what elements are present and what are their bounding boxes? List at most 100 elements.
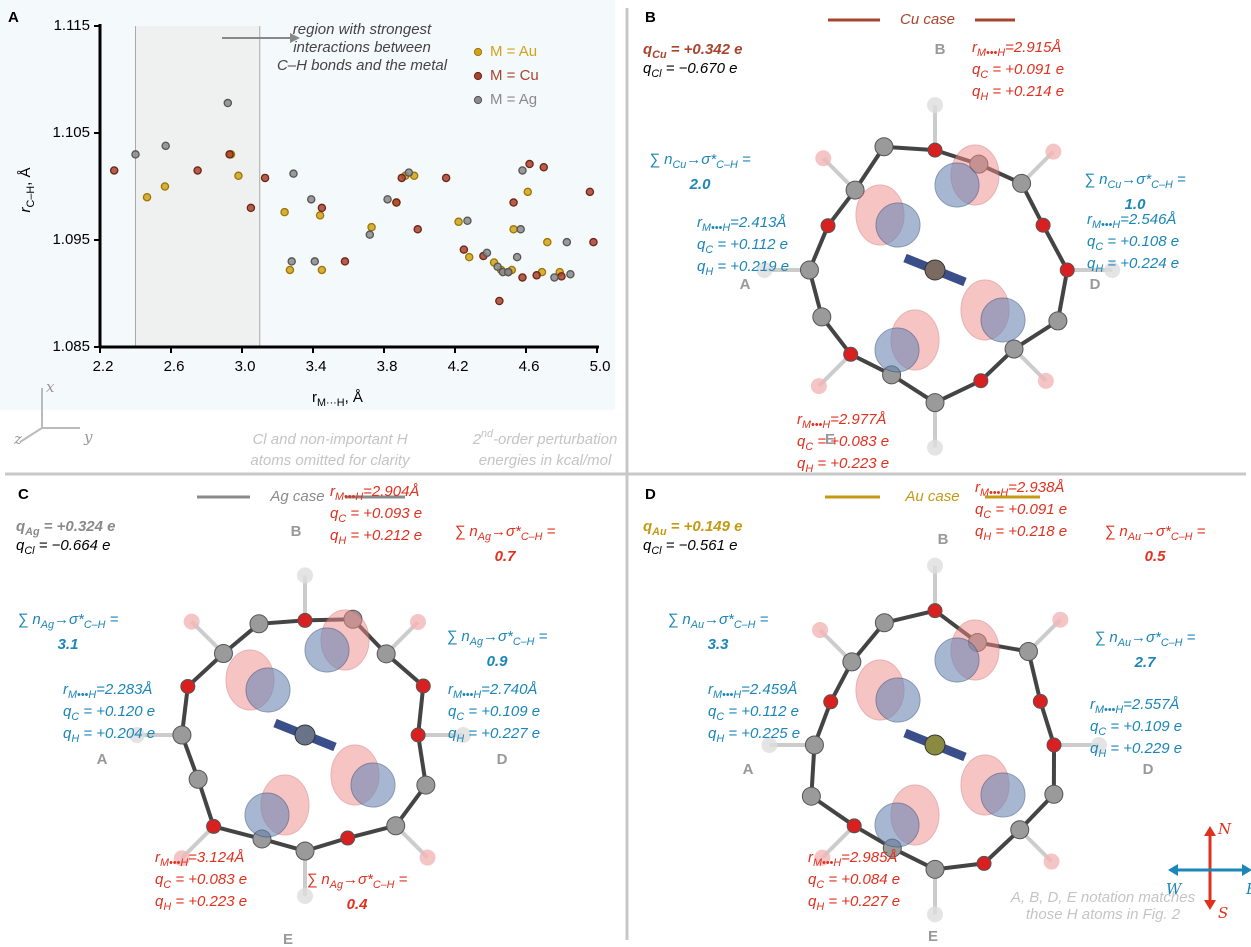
- bond-parameters-part: = +0.218 e: [991, 523, 1067, 540]
- bond-parameters-part: C: [716, 711, 724, 723]
- bond-parameters-part: r: [808, 849, 814, 866]
- bond-parameters: rM•••H=2.413Å: [697, 214, 786, 234]
- y-axis-label-part: r: [17, 206, 34, 212]
- bond-parameters-part: = +0.084 e: [824, 871, 900, 888]
- orbital-sum-part: 0.7: [495, 548, 517, 565]
- point: [516, 225, 525, 234]
- atom: [812, 307, 832, 327]
- point: [365, 230, 375, 239]
- bond-parameters: qH = +0.219 e: [697, 258, 789, 278]
- bond-parameters-part: q: [1087, 233, 1096, 250]
- bond-parameters-part: M•••H: [702, 222, 730, 234]
- bond-parameters-part: r: [975, 479, 981, 496]
- atom: [820, 218, 836, 234]
- charge: qCu = +0.342 e: [643, 41, 742, 61]
- orbital-sum-part: =: [1192, 523, 1205, 540]
- atom: [1004, 339, 1024, 359]
- lobe: [980, 772, 1026, 818]
- atom: [1035, 217, 1051, 233]
- orbital-sum-part: →σ*: [483, 628, 514, 645]
- compass: [1204, 826, 1216, 910]
- orbital-sum-part: ∑ n: [1084, 171, 1107, 188]
- bond-parameters-part: q: [330, 505, 339, 522]
- point: [562, 237, 572, 247]
- bond-parameters-part: q: [63, 703, 72, 720]
- x-tick-label: 2.6: [164, 358, 185, 375]
- point: [246, 203, 256, 213]
- bond-parameters-part: q: [708, 703, 717, 720]
- orbital-sum: ∑ nAu→σ*C–H =: [1095, 629, 1196, 649]
- bond-parameters-part: = +0.224 e: [1103, 255, 1179, 272]
- bond-parameters-part: = +0.109 e: [464, 703, 540, 720]
- legend-label: M = Ag: [490, 91, 537, 108]
- bond-parameters-part: q: [697, 258, 706, 275]
- atom: [410, 613, 427, 630]
- bond-parameters: qC = +0.091 e: [972, 61, 1064, 81]
- bond-parameters-part: = +0.204 e: [79, 725, 155, 742]
- atom: [297, 567, 313, 584]
- bond-parameters-part: M•••H: [1095, 704, 1123, 716]
- bond-parameters-part: C: [983, 509, 991, 521]
- bond-parameters-part: r: [155, 849, 161, 866]
- bond-parameters-part: =2.904Å: [363, 483, 419, 500]
- orbital-sum-part: ∑ n: [1105, 523, 1128, 540]
- bond-parameters-part: H: [338, 535, 346, 547]
- bond-parameters-part: q: [1090, 718, 1099, 735]
- y-tick-label: 1.115: [54, 17, 90, 34]
- bond-parameters-part: H: [980, 91, 988, 103]
- atom: [1044, 784, 1064, 804]
- atom: [415, 678, 431, 694]
- bond-parameters: qC = +0.109 e: [448, 703, 540, 723]
- orbital-sum-part: =: [534, 628, 547, 645]
- atom: [1104, 262, 1121, 278]
- bond-parameters-part: H: [456, 733, 464, 745]
- charge-part: q: [643, 41, 652, 58]
- bond-parameters-part: r: [1087, 211, 1093, 228]
- bond-parameters-part: q: [808, 871, 817, 888]
- footnote: those H atoms in Fig. 2: [1026, 906, 1181, 923]
- point: [131, 150, 140, 159]
- bond-parameters-part: H: [805, 463, 813, 475]
- bond-parameters-part: q: [972, 61, 981, 78]
- bond-parameters-part: =2.740Å: [481, 681, 537, 698]
- bond-parameters-part: = +0.214 e: [988, 83, 1064, 100]
- bond-parameters-part: r: [448, 681, 454, 698]
- bond-parameters: qH = +0.223 e: [797, 455, 889, 475]
- charge-part: Cl: [651, 545, 662, 557]
- orbital-sum-part: 0.9: [487, 653, 509, 670]
- bond-parameters-part: H: [816, 901, 824, 913]
- orbital-sum: ∑ nAg→σ*C–H =: [447, 628, 548, 648]
- x-tick-label: 2.2: [93, 358, 114, 375]
- point: [367, 222, 376, 232]
- point: [509, 198, 518, 207]
- annotation: C–H bonds and the metal: [277, 57, 448, 74]
- atom: [927, 603, 943, 619]
- bond-parameters-part: q: [448, 725, 457, 742]
- orbital-sum: ∑ nCu→σ*C–H =: [1084, 171, 1186, 191]
- bond-parameters-part: q: [797, 455, 806, 472]
- panel-label: A: [8, 9, 19, 26]
- note: 2nd-order perturbation: [472, 428, 618, 448]
- charge-part: Cl: [651, 68, 662, 80]
- orbital-sum-part: 3.3: [708, 636, 730, 653]
- orbital-sum-part: ∑ n: [1095, 629, 1118, 646]
- atom: [416, 775, 436, 795]
- atom-label: A: [97, 751, 108, 768]
- bond-parameters: rM•••H=2.985Å: [808, 849, 897, 869]
- bond-parameters-part: =2.938Å: [1008, 479, 1064, 496]
- point: [225, 150, 234, 159]
- atom: [973, 373, 989, 389]
- bond-parameters-part: =2.977Å: [830, 411, 886, 428]
- atom: [976, 855, 992, 871]
- point: [285, 265, 295, 275]
- atom: [815, 150, 832, 167]
- orbital-sum: 2.7: [1134, 654, 1157, 671]
- orbital-sum: 0.9: [487, 653, 509, 670]
- point: [550, 273, 559, 282]
- orbital-sum-part: C–H: [1151, 179, 1173, 191]
- bond-parameters-part: C: [163, 879, 171, 891]
- atom-label: D: [497, 751, 508, 768]
- charge-part: = +0.342 e: [667, 41, 743, 58]
- bond-parameters-part: q: [975, 501, 984, 518]
- x-tick-label: 4.6: [519, 358, 540, 375]
